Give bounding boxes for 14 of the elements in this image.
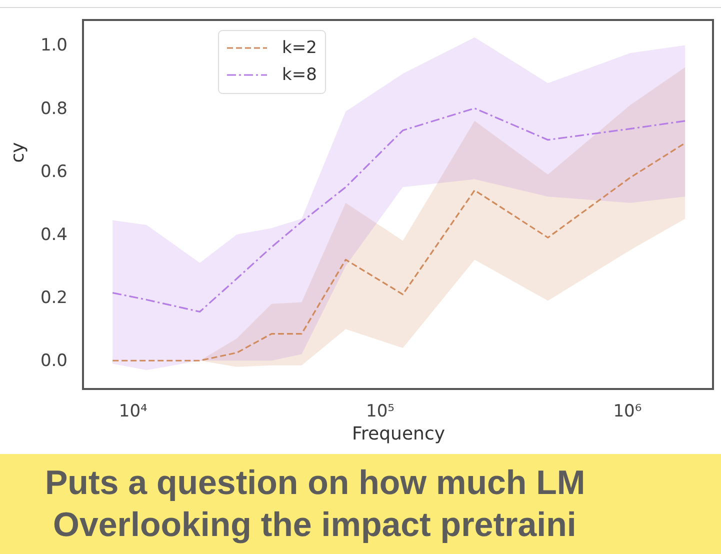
y-tick-label: 0.2 [40,288,68,308]
x-axis-title: Frequency [352,424,446,444]
y-axis-title: cy [8,142,28,163]
y-tick-label: 0.4 [40,224,68,245]
x-tick-label: 10⁴ [118,402,148,422]
y-tick-label: 1.0 [40,36,68,56]
banner: Puts a question on how much LM Overlooking the impact pretraini [0,454,721,554]
x-tick-label: 10⁶ [613,402,642,422]
y-tick-label: 0.8 [40,98,68,119]
legend-label: k=8 [282,65,317,85]
y-tick-label: 0.6 [40,162,68,182]
legend-label: k=2 [282,38,317,58]
x-tick-label: 10⁵ [366,402,394,422]
y-tick-label: 0.0 [40,351,68,372]
